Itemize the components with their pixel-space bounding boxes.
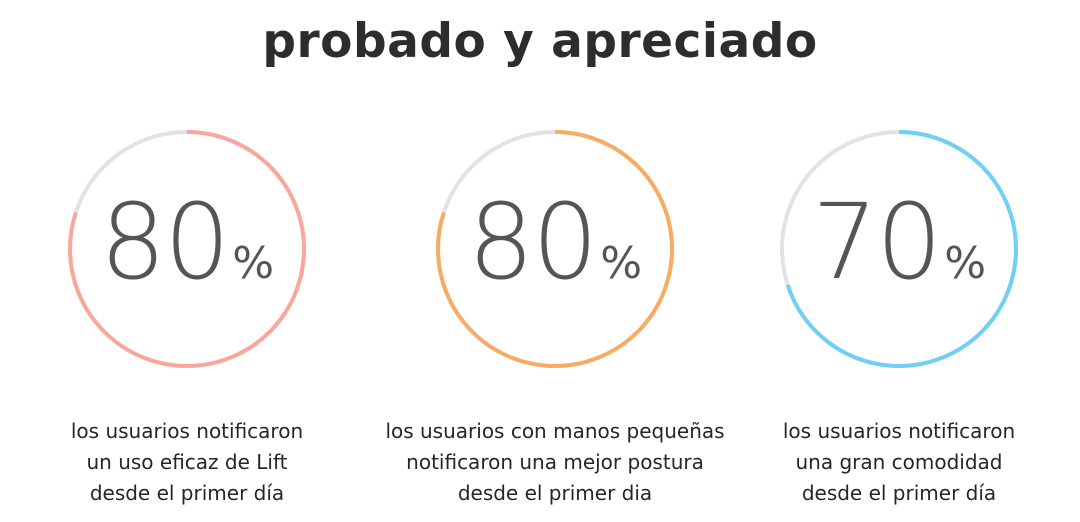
- ring-fill: [68, 130, 306, 368]
- progress-ring-3: 70%: [774, 124, 1024, 374]
- stat-caption: los usuarios notificaron un uso eficaz d…: [12, 416, 362, 509]
- percent-sign: %: [944, 238, 987, 289]
- stat-card-2: 80% los usuarios con manos pequeñas noti…: [380, 124, 730, 509]
- caption-line: desde el primer día: [801, 481, 997, 505]
- stat-number: 80: [99, 181, 230, 303]
- progress-ring-graphic: [436, 130, 674, 368]
- ring-fill: [436, 130, 674, 368]
- progress-ring-2: 80%: [430, 124, 680, 374]
- progress-ring-1: 80%: [62, 124, 312, 374]
- stat-card-1: 80% los usuarios notificaron un uso efic…: [12, 124, 362, 509]
- stat-value: 80%: [430, 190, 680, 294]
- stat-number: 70: [811, 181, 942, 303]
- caption-line: una gran comodidad: [795, 450, 1003, 474]
- percent-sign: %: [232, 238, 275, 289]
- caption-line: desde el primer día: [89, 481, 285, 505]
- stat-value: 80%: [62, 190, 312, 294]
- caption-line: los usuarios notificaron: [782, 419, 1016, 443]
- progress-ring-graphic: [780, 130, 1018, 368]
- caption-line: los usuarios notificaron: [70, 419, 304, 443]
- page-title: probado y apreciado: [262, 14, 818, 69]
- caption-line: notificaron una mejor postura: [406, 450, 704, 474]
- progress-ring-graphic: [68, 130, 306, 368]
- caption-line: desde el primer dia: [457, 481, 653, 505]
- stat-caption: los usuarios con manos pequeñas notifica…: [380, 416, 730, 509]
- stat-value: 70%: [774, 190, 1024, 294]
- percent-sign: %: [600, 238, 643, 289]
- caption-line: un uso eficaz de Lift: [86, 450, 288, 474]
- caption-line: los usuarios con manos pequeñas: [385, 419, 725, 443]
- stat-number: 80: [467, 181, 598, 303]
- stat-caption: los usuarios notificaron una gran comodi…: [724, 416, 1074, 509]
- stat-card-3: 70% los usuarios notificaron una gran co…: [724, 124, 1074, 509]
- ring-fill: [780, 130, 1018, 368]
